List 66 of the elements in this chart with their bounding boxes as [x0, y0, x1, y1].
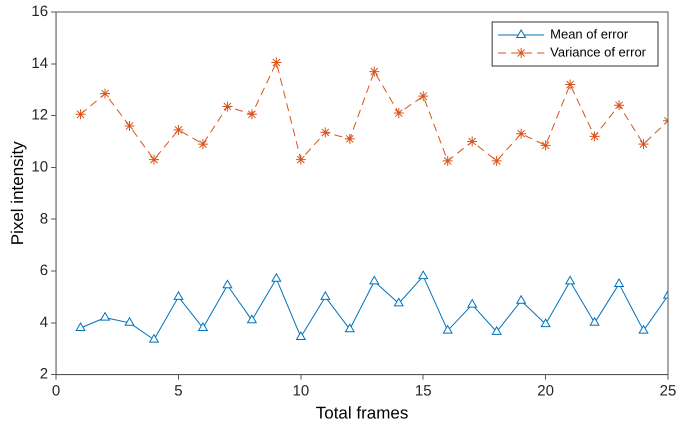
- y-tick-label: 8: [40, 210, 48, 228]
- point: [100, 312, 110, 321]
- point: [75, 108, 86, 120]
- point: [76, 322, 86, 331]
- legend-label: Mean of error: [550, 26, 629, 42]
- point: [565, 276, 575, 284]
- point: [124, 317, 134, 326]
- point: [149, 334, 159, 343]
- point: [590, 317, 600, 326]
- point: [492, 326, 502, 335]
- point: [442, 155, 454, 166]
- point: [614, 100, 625, 111]
- x-tick-label: 10: [292, 382, 310, 400]
- point: [198, 322, 208, 331]
- point: [197, 138, 208, 150]
- point: [295, 154, 306, 166]
- legend-label: Variance of error: [550, 44, 647, 60]
- point: [394, 298, 404, 306]
- point: [320, 126, 331, 138]
- point: [442, 325, 453, 334]
- x-tick-label: 15: [414, 382, 432, 400]
- point: [222, 280, 232, 288]
- point: [369, 276, 380, 284]
- point: [272, 273, 282, 282]
- point: [344, 133, 356, 144]
- y-tick-label: 6: [40, 262, 48, 280]
- point: [247, 314, 257, 324]
- y-axis-title: Pixel intensity: [8, 140, 27, 246]
- point: [540, 318, 550, 328]
- point: [172, 124, 184, 136]
- point: [516, 295, 526, 304]
- y-tick-label: 4: [40, 314, 48, 331]
- point: [124, 120, 136, 132]
- y-tick-label: 16: [31, 3, 48, 20]
- x-axis-title: Total frames: [316, 403, 408, 422]
- point: [491, 155, 502, 166]
- point: [222, 101, 233, 112]
- point: [296, 332, 306, 340]
- point: [467, 299, 478, 308]
- point: [174, 291, 184, 300]
- point: [270, 57, 282, 68]
- point: [418, 90, 429, 102]
- x-tick-label: 5: [174, 382, 183, 400]
- y-tick-label: 2: [40, 366, 48, 383]
- y-tick-label: 14: [31, 54, 48, 72]
- point: [148, 154, 160, 166]
- point: [564, 79, 576, 90]
- point: [100, 88, 111, 100]
- x-tick-label: 0: [52, 382, 60, 400]
- point: [638, 325, 648, 334]
- y-tick-label: 12: [31, 106, 48, 124]
- point: [614, 278, 624, 287]
- point: [589, 130, 600, 142]
- x-tick-label: 20: [537, 382, 554, 400]
- point: [540, 140, 552, 151]
- point: [320, 291, 330, 300]
- y-tick-label: 10: [31, 158, 48, 176]
- point: [393, 108, 404, 119]
- point: [638, 138, 650, 150]
- point: [246, 108, 258, 120]
- point: [344, 324, 355, 332]
- point: [516, 128, 527, 140]
- point: [418, 270, 428, 280]
- x-tick-label: 25: [660, 382, 676, 400]
- point: [368, 66, 380, 78]
- point: [466, 136, 478, 147]
